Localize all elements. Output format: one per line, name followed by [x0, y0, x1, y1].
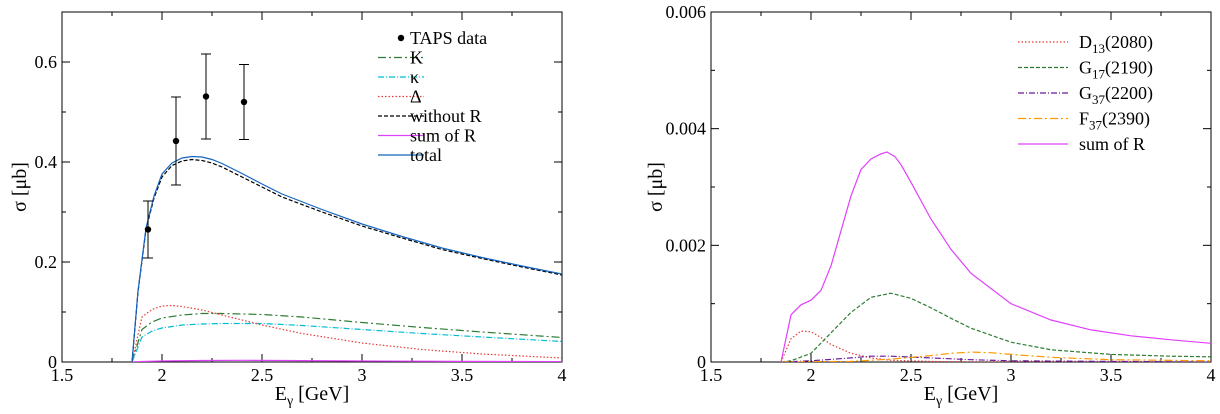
legend-label: G17(2190) — [1079, 58, 1153, 82]
y-axis-label: σ [μb] — [645, 162, 667, 212]
legend-label: TAPS data — [410, 28, 487, 48]
series-line-3 — [780, 351, 1211, 362]
x-tick-label: 2.5 — [900, 365, 923, 385]
legend-label: D13(2080) — [1079, 32, 1153, 56]
legend-label: Δ — [410, 87, 422, 107]
data-point — [202, 93, 210, 100]
series-line-1 — [780, 292, 1211, 362]
x-tick-label: 4 — [1207, 365, 1216, 385]
legend-label: total — [410, 145, 442, 165]
legend-label: sum of R — [410, 126, 476, 146]
series-line-4 — [131, 359, 562, 362]
x-axis-label: Eγ [GeV] — [924, 383, 999, 409]
data-point — [240, 98, 248, 106]
x-tick-label: 2.5 — [251, 365, 274, 385]
y-tick-label: 0 — [48, 352, 57, 372]
x-tick-label: 3 — [358, 365, 367, 385]
y-tick-label: 0.004 — [666, 119, 707, 139]
x-axis-label: Eγ [GeV] — [275, 383, 350, 409]
data-point — [172, 137, 180, 145]
series-line-2 — [780, 355, 1211, 362]
y-tick-label: 0.2 — [35, 252, 58, 272]
series-line-2 — [131, 304, 562, 362]
legend-label: κ — [410, 67, 419, 87]
y-axis-label: σ [μb] — [9, 162, 31, 212]
y-tick-label: 0.4 — [35, 152, 58, 172]
series-line-1 — [131, 322, 562, 362]
series-line-0 — [780, 330, 1211, 362]
y-tick-label: 0.006 — [666, 2, 707, 22]
legend-label: sum of R — [1079, 134, 1145, 154]
legend-label: G37(2200) — [1079, 83, 1153, 107]
left-chart: 1.5 2 2.5 3 3.5 4 0 0.2 0.4 0.6 Eγ [GeV] σ [μb] TAPS… — [9, 11, 567, 409]
y-tick-label: 0.6 — [35, 52, 58, 72]
legend: D13(2080)G17(2190)G37(2200)F37(2390)sum … — [1018, 32, 1153, 154]
legend-label: K — [410, 48, 423, 68]
legend-marker — [397, 34, 405, 42]
x-tick-label: 1.5 — [700, 365, 723, 385]
series-line-4 — [780, 151, 1211, 362]
legend-label: F37(2390) — [1079, 109, 1150, 133]
right-chart: 1.5 2 2.5 3 3.5 4 0 0.002 0.004 0.006 Eγ [GeV] σ [μ… — [645, 2, 1216, 409]
legend-label: without R — [410, 106, 482, 126]
x-tick-label: 3.5 — [451, 365, 474, 385]
x-tick-label: 3.5 — [1100, 365, 1123, 385]
data-point — [144, 226, 152, 233]
curves — [131, 155, 562, 362]
curves — [780, 151, 1211, 362]
y-tick-label: 0 — [697, 352, 706, 372]
x-tick-label: 3 — [1007, 365, 1016, 385]
x-tick-label: 2 — [158, 365, 167, 385]
series-line-0 — [131, 312, 562, 362]
x-tick-label: 1.5 — [51, 365, 74, 385]
series-line-3 — [131, 158, 562, 362]
x-tick-label: 4 — [558, 365, 567, 385]
series-line-5 — [131, 155, 562, 362]
x-tick-label: 2 — [807, 365, 816, 385]
y-tick-label: 0.002 — [666, 235, 707, 255]
